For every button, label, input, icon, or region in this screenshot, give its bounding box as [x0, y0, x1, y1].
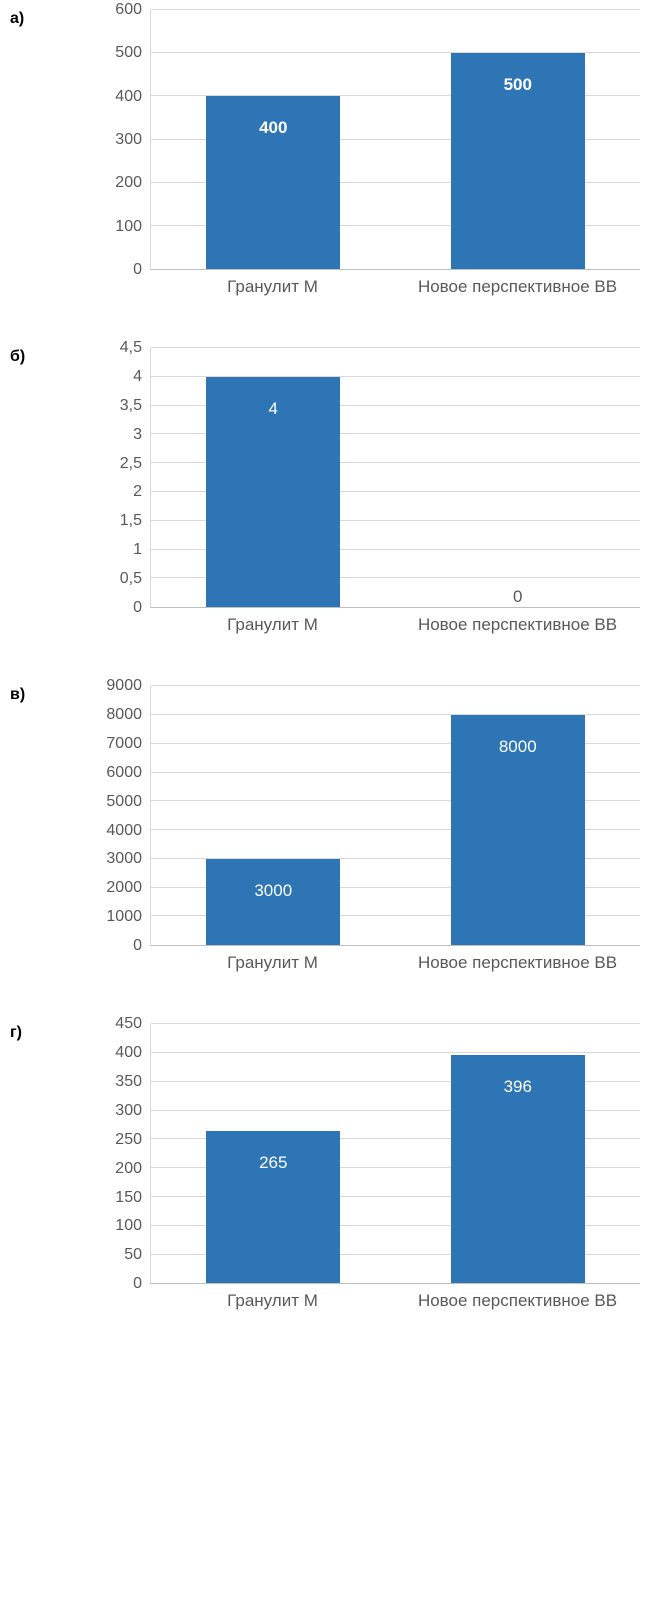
- y-axis: 450400350300250200150100500: [90, 1024, 150, 1284]
- x-category: Новое перспективное ВВ: [395, 614, 640, 636]
- plot-area: 40: [150, 348, 640, 608]
- x-category: Новое перспективное ВВ: [395, 952, 640, 974]
- bar-slot: 396: [396, 1024, 641, 1283]
- bar-value-label: 4: [269, 399, 278, 419]
- plot-area: 400 500: [150, 10, 640, 270]
- plot-area: 3000 8000: [150, 686, 640, 946]
- bar-slot: 4: [151, 348, 396, 607]
- chart-panel-g: г)450400350300250200150100500265396Грану…: [20, 1024, 649, 1312]
- bar-value-label: 8000: [499, 737, 537, 757]
- bar-value-label: 3000: [254, 881, 292, 901]
- bar: 8000: [451, 715, 585, 945]
- x-category: Гранулит М: [150, 952, 395, 974]
- bar-value-label: 396: [504, 1077, 532, 1097]
- bar-slot: 0: [396, 348, 641, 607]
- x-axis: Гранулит МНовое перспективное ВВ: [150, 276, 640, 298]
- chart-panel-a: а)6005004003002001000400500Гранулит МНов…: [20, 10, 649, 298]
- y-axis: 9000800070006000500040003000200010000: [90, 686, 150, 946]
- bar-slot: 400: [151, 10, 396, 269]
- bar-value-label: 500: [504, 75, 532, 95]
- x-axis: Гранулит МНовое перспективное ВВ: [150, 614, 640, 636]
- bar: 500: [451, 53, 585, 269]
- x-category: Гранулит М: [150, 276, 395, 298]
- panel-label: в): [10, 686, 25, 704]
- bar-slot: 265: [151, 1024, 396, 1283]
- bar-value-label: 400: [259, 118, 287, 138]
- panel-label: б): [10, 348, 25, 366]
- y-axis: 4,543,532,521,510,50: [90, 348, 150, 608]
- chart-panel-v: в)90008000700060005000400030002000100003…: [20, 686, 649, 974]
- x-category: Гранулит М: [150, 1290, 395, 1312]
- bar-value-label: 0: [513, 587, 522, 607]
- bar: 3000: [206, 859, 340, 945]
- chart-wrap: 9000800070006000500040003000200010000300…: [90, 686, 640, 974]
- chart-panel-b: б)4,543,532,521,510,5040Гранулит МНовое …: [20, 348, 649, 636]
- x-axis: Гранулит МНовое перспективное ВВ: [150, 952, 640, 974]
- bar-slot: 3000: [151, 686, 396, 945]
- bar-value-label: 265: [259, 1153, 287, 1173]
- bar: 265: [206, 1131, 340, 1284]
- plot-area: 265 396: [150, 1024, 640, 1284]
- bars: 3000 8000: [151, 686, 640, 945]
- x-category: Гранулит М: [150, 614, 395, 636]
- chart-wrap: 6005004003002001000 400 500 Гранулит МНовое…: [90, 10, 640, 298]
- bar-slot: 500: [396, 10, 641, 269]
- bars: 400 500: [151, 10, 640, 269]
- y-axis: 6005004003002001000: [90, 10, 150, 270]
- bar: 400: [206, 96, 340, 269]
- bar-slot: 8000: [396, 686, 641, 945]
- bars: 40: [151, 348, 640, 607]
- x-axis: Гранулит МНовое перспективное ВВ: [150, 1290, 640, 1312]
- chart-grid: а)6005004003002001000400500Гранулит МНов…: [20, 10, 649, 1312]
- chart-wrap: 450400350300250200150100500 265 396 Гранули…: [90, 1024, 640, 1312]
- bars: 265 396: [151, 1024, 640, 1283]
- panel-label: а): [10, 10, 24, 28]
- bar: 4: [206, 377, 340, 607]
- bar: 396: [451, 1055, 585, 1283]
- chart-wrap: 4,543,532,521,510,5040Гранулит МНовое пе…: [90, 348, 640, 636]
- x-category: Новое перспективное ВВ: [395, 1290, 640, 1312]
- x-category: Новое перспективное ВВ: [395, 276, 640, 298]
- panel-label: г): [10, 1024, 22, 1042]
